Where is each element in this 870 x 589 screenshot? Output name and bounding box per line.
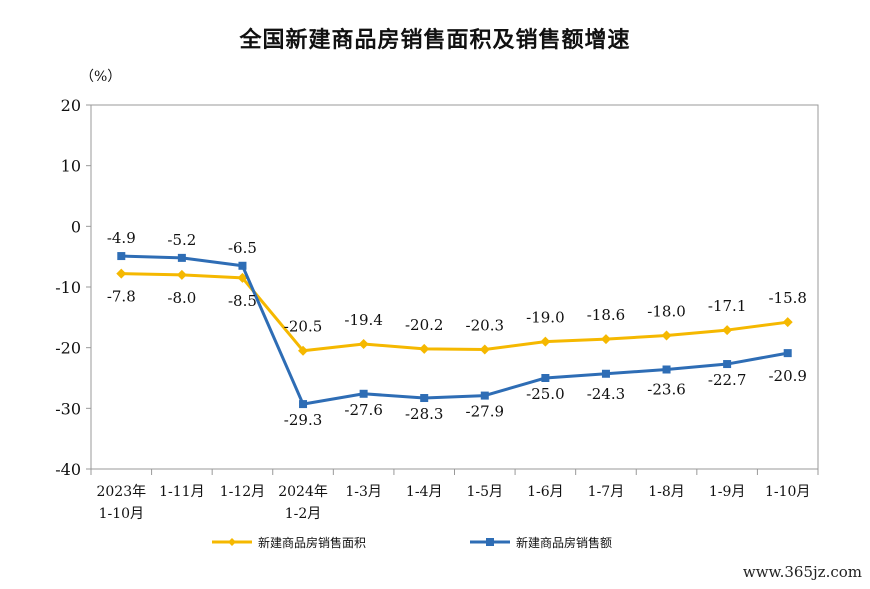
data-label: -20.3 — [466, 316, 504, 334]
x-tick-label: 1-3月 — [345, 484, 382, 500]
data-point-marker — [540, 336, 551, 347]
x-tick-label: 1-4月 — [406, 484, 443, 500]
data-label: -8.5 — [228, 292, 257, 310]
chart-title: 全国新建商品房销售面积及销售额增速 — [239, 28, 631, 53]
legend-label: 新建商品房销售面积 — [258, 535, 366, 550]
legend-swatch-marker — [486, 538, 494, 546]
data-label: -28.3 — [405, 405, 443, 423]
data-label: -24.3 — [587, 385, 625, 403]
data-point-marker — [783, 349, 792, 358]
data-point-marker — [479, 344, 490, 355]
data-label: -22.7 — [708, 371, 746, 389]
data-point-marker — [177, 253, 186, 262]
data-label: -18.0 — [647, 303, 685, 321]
data-point-marker — [600, 334, 611, 345]
x-tick-label: 1-6月 — [527, 484, 564, 500]
series-line-1 — [121, 272, 788, 353]
data-point-marker — [601, 369, 610, 378]
data-point-marker — [298, 345, 309, 356]
data-point-marker — [782, 317, 793, 328]
x-tick-label: 1-2月 — [285, 506, 322, 522]
data-label: -27.6 — [344, 401, 382, 419]
data-label: -6.5 — [228, 239, 257, 257]
x-tick-label: 1-7月 — [588, 484, 625, 500]
data-label: -4.9 — [107, 229, 136, 247]
data-point-marker — [723, 360, 732, 369]
series-line-2 — [121, 254, 788, 406]
data-point-marker — [238, 261, 247, 270]
data-point-marker — [662, 365, 671, 374]
y-tick-label: -20 — [55, 339, 81, 358]
data-point-marker — [299, 400, 308, 409]
x-tick-label: 1-10月 — [99, 506, 144, 522]
x-tick-label: 1-11月 — [159, 484, 204, 500]
data-point-marker — [358, 339, 369, 350]
y-tick-label: 0 — [71, 217, 81, 236]
data-label: -23.6 — [647, 381, 685, 399]
legend-label: 新建商品房销售额 — [516, 535, 612, 550]
data-point-marker — [480, 391, 489, 400]
data-label: -17.1 — [708, 297, 746, 315]
data-label: -18.6 — [587, 306, 625, 324]
data-point-marker — [541, 374, 550, 382]
data-point-marker — [176, 269, 187, 280]
data-label: -27.9 — [466, 403, 504, 421]
data-label: -8.0 — [167, 289, 196, 307]
x-tick-label: 1-10月 — [765, 484, 810, 500]
x-tick-label: 2023年 — [96, 484, 146, 500]
x-tick-label: 1-5月 — [467, 484, 504, 500]
data-point-marker — [237, 272, 248, 283]
data-label: -29.3 — [284, 411, 322, 429]
data-point-marker — [661, 330, 672, 341]
data-point-marker — [116, 268, 127, 279]
data-label: -19.0 — [526, 309, 564, 327]
data-label: -19.4 — [344, 311, 382, 329]
y-axis-unit-label: （%） — [80, 69, 122, 85]
data-label: -25.0 — [526, 385, 564, 403]
y-tick-label: 10 — [61, 157, 81, 176]
watermark-text: www.365jz.com — [742, 563, 862, 581]
y-tick-label: 20 — [61, 96, 81, 115]
data-point-marker — [117, 252, 126, 261]
legend-swatch-marker — [228, 538, 236, 546]
x-tick-label: 1-8月 — [648, 484, 685, 500]
data-label: -20.2 — [405, 316, 443, 334]
data-point-marker — [419, 343, 430, 354]
y-tick-label: -30 — [55, 399, 81, 418]
data-label: -20.5 — [284, 318, 322, 336]
data-label: -5.2 — [167, 231, 196, 249]
data-point-marker — [420, 394, 429, 403]
data-label: -7.8 — [107, 288, 136, 306]
plot-frame — [90, 104, 819, 470]
x-tick-label: 2024年 — [278, 484, 328, 500]
data-label: -15.8 — [768, 289, 806, 307]
y-tick-label: -10 — [55, 278, 81, 297]
x-tick-label: 1-12月 — [220, 484, 265, 500]
data-label: -20.9 — [768, 367, 806, 385]
data-point-marker — [359, 389, 368, 398]
x-tick-label: 1-9月 — [709, 484, 746, 500]
y-tick-label: -40 — [55, 460, 81, 479]
data-point-marker — [722, 325, 733, 336]
